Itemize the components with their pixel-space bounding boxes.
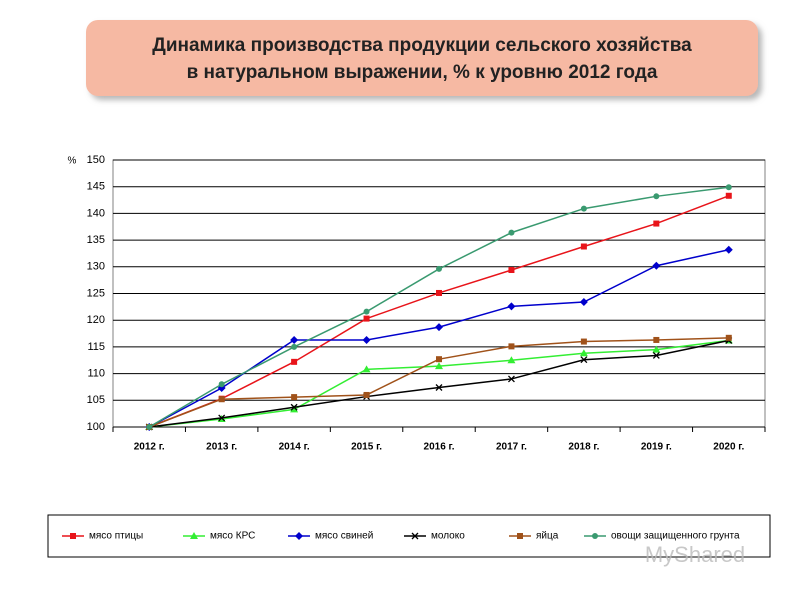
marker <box>291 394 298 401</box>
x-tick-label: 2018 г. <box>568 442 599 453</box>
marker <box>508 343 515 350</box>
x-tick-label: 2020 г. <box>713 442 744 453</box>
title-box <box>86 20 758 96</box>
marker <box>507 375 515 383</box>
legend-marker <box>411 532 419 540</box>
chart-subtitle: в натуральном выражении, % к уровню 2012… <box>187 62 658 83</box>
legend-marker <box>592 533 598 539</box>
y-tick-label: 120 <box>87 314 105 326</box>
watermark: MyShared <box>645 542 745 567</box>
y-tick-label: 125 <box>87 287 105 299</box>
marker <box>652 351 660 359</box>
marker <box>435 384 443 391</box>
marker <box>579 349 588 357</box>
legend-marker <box>70 533 76 539</box>
x-tick-label: 2014 г. <box>279 442 310 453</box>
marker <box>435 323 443 332</box>
legend-label: мясо КРС <box>210 531 255 542</box>
x-tick-label: 2012 г. <box>134 442 165 453</box>
marker <box>725 334 732 341</box>
marker <box>507 356 516 364</box>
marker <box>508 267 515 274</box>
legend-label: овощи защищенного грунта <box>611 531 740 542</box>
x-tick-label: 2017 г. <box>496 442 527 453</box>
legend-label: яйца <box>536 531 559 542</box>
marker <box>218 414 226 422</box>
marker <box>725 184 732 191</box>
legend-label: мясо свиней <box>315 531 373 542</box>
marker <box>363 391 370 398</box>
marker <box>652 261 661 270</box>
marker <box>290 403 298 411</box>
x-tick-label: 2015 г. <box>351 442 382 453</box>
marker <box>436 289 442 296</box>
x-tick-label: 2016 г. <box>424 442 455 453</box>
legend-label: мясо птицы <box>89 531 143 542</box>
marker <box>291 343 298 350</box>
y-tick-label: 105 <box>87 394 105 406</box>
marker <box>363 315 370 322</box>
marker <box>653 193 660 200</box>
x-tick-label: 2013 г. <box>206 442 237 453</box>
marker <box>290 405 299 413</box>
marker <box>290 335 299 344</box>
y-tick-label: 150 <box>87 154 105 166</box>
marker <box>362 335 371 344</box>
y-tick-label: 145 <box>87 181 105 193</box>
chart-title: Динамика производства продукции сельског… <box>152 35 692 56</box>
y-tick-label: 110 <box>87 368 105 380</box>
y-tick-label: 115 <box>87 341 105 353</box>
marker <box>508 229 515 236</box>
legend-label: молоко <box>431 531 465 542</box>
legend-marker <box>517 533 523 539</box>
y-axis-label: % <box>68 156 77 167</box>
marker <box>362 365 371 373</box>
marker <box>724 245 733 254</box>
legend-marker <box>295 532 303 540</box>
marker <box>580 205 587 212</box>
marker <box>725 192 732 199</box>
marker <box>363 308 370 315</box>
marker <box>507 302 516 311</box>
y-tick-label: 135 <box>87 234 105 246</box>
x-tick-label: 2019 г. <box>641 442 672 453</box>
marker <box>652 345 661 353</box>
y-tick-label: 130 <box>87 261 105 273</box>
marker <box>653 220 660 227</box>
marker <box>579 298 588 307</box>
marker <box>218 396 225 403</box>
y-tick-label: 140 <box>87 207 105 219</box>
marker <box>435 362 443 370</box>
marker <box>291 358 298 365</box>
y-tick-label: 100 <box>87 421 105 433</box>
marker <box>146 424 153 430</box>
marker <box>218 381 225 388</box>
marker <box>436 356 442 363</box>
marker <box>580 356 588 364</box>
legend-marker <box>190 532 198 539</box>
marker <box>580 243 587 250</box>
marker <box>580 338 587 345</box>
marker <box>436 265 442 272</box>
marker <box>653 336 660 343</box>
